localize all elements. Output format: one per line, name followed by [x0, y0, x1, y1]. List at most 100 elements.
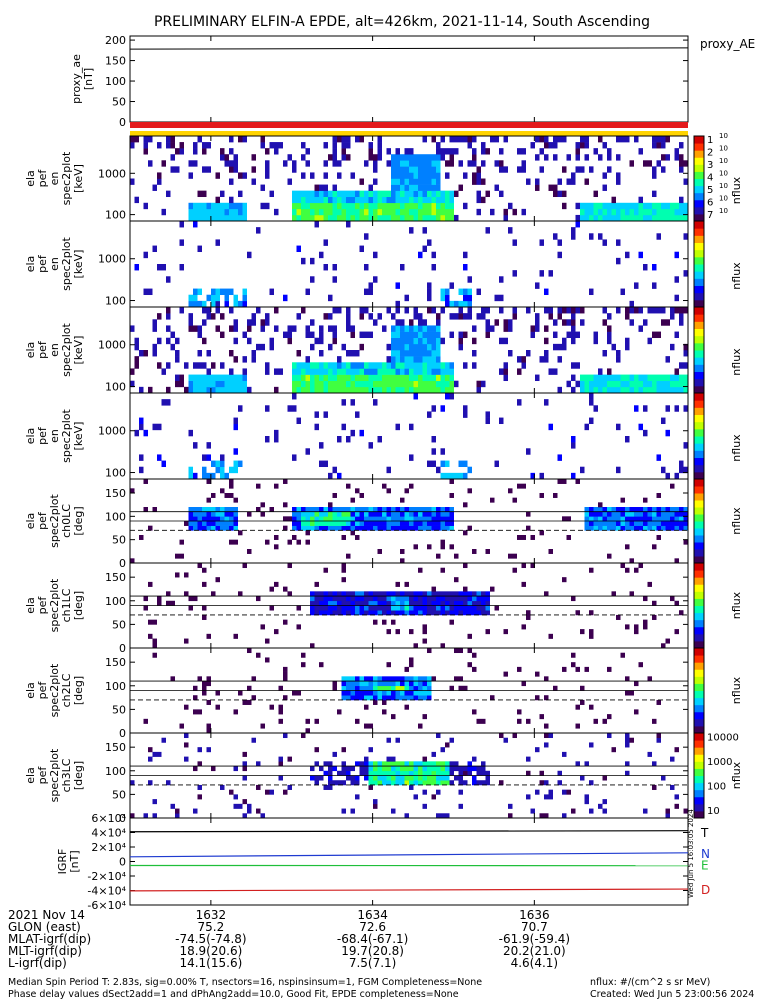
spectrogram-cell [391, 619, 396, 625]
spectrogram-cell [422, 610, 427, 616]
spectrogram-cell [445, 214, 450, 222]
spectrogram-cell [665, 813, 670, 819]
igrf-y-tick-label: -6×10⁴ [87, 899, 126, 912]
spectrogram-cell [368, 516, 373, 522]
spectrogram-cell [400, 386, 405, 394]
spectrogram-cell [449, 591, 454, 597]
spectrogram-cell [346, 362, 351, 369]
spectrogram-cell [431, 516, 436, 522]
spectrogram-cell [346, 596, 351, 602]
colorbar-cell [694, 633, 704, 642]
spectrogram-cell [607, 368, 612, 375]
spectrogram-cell [449, 393, 454, 400]
spectrogram-cell [652, 264, 657, 271]
spectrogram-cell [440, 460, 445, 468]
x-axis-row-value: 1634 [357, 908, 388, 922]
spectrogram-cell [679, 313, 684, 320]
spectrogram-cell [490, 695, 495, 701]
spectrogram-cell [566, 307, 571, 314]
spectrogram-cell [310, 386, 315, 394]
spectrogram-cell [485, 596, 490, 602]
spectrogram-cell [674, 154, 679, 161]
spectrogram-cell [436, 789, 441, 795]
colorbar-cell [694, 676, 704, 684]
spectrogram-cell [580, 202, 585, 210]
spectrogram-cell [670, 343, 675, 351]
colorbar-cell [694, 747, 704, 755]
pa-colorbar-2 [693, 647, 705, 734]
spectrogram-cell [368, 288, 373, 296]
spectrogram-cell [368, 775, 373, 781]
y-axis-label-line: ela [24, 767, 37, 784]
x-axis-row-label: L-igrf(dip) [8, 956, 67, 970]
spectrogram-cell [400, 605, 405, 611]
spectrogram-cell [314, 362, 319, 369]
spectrogram-cell [427, 411, 432, 418]
spectrogram-cell [440, 521, 445, 526]
spectrogram-cell [395, 521, 400, 526]
spectrogram-cell [683, 511, 688, 517]
spectrogram-cell [377, 685, 382, 691]
spectrogram-cell [233, 300, 238, 308]
spectrogram-cell [323, 591, 328, 597]
spectrogram-cell [499, 276, 504, 283]
spectrogram-cell [431, 460, 436, 468]
spectrogram-cell [404, 766, 409, 772]
spectrogram-cell [323, 160, 328, 167]
spectrogram-cell [386, 507, 391, 512]
spectrogram-cell [328, 208, 333, 216]
spectrogram-cell [449, 386, 454, 394]
spectrogram-cell [166, 190, 171, 198]
spectrogram-cell [364, 591, 369, 597]
spectrogram-cell [575, 610, 580, 616]
spectrogram-cell [242, 208, 247, 216]
spectrogram-cell [427, 386, 432, 394]
spectrogram-cell [544, 399, 549, 406]
spectrogram-cell [418, 591, 423, 597]
spectrogram-cell [220, 313, 225, 320]
spectrogram-cell [521, 362, 526, 369]
spectrogram-cell [634, 380, 639, 388]
spectrogram-cell [593, 718, 598, 724]
spectrogram-cell [328, 525, 333, 531]
spectrogram-cell [355, 350, 360, 357]
spectrogram-cell [526, 525, 531, 531]
spectrogram-cell [661, 511, 666, 517]
spectrogram-cell [418, 374, 423, 382]
spectrogram-cell [593, 507, 598, 512]
spectrogram-cell [602, 350, 607, 357]
spectrogram-cell [409, 178, 414, 185]
spectrogram-cell [607, 337, 612, 345]
spectrogram-cell [436, 610, 441, 616]
pitch-angle-panel-ylabel-1: ela pef spec2plot ch1LC [deg] [24, 578, 85, 632]
spectrogram-cell [314, 600, 319, 606]
spectrogram-cell [539, 239, 544, 246]
spectrogram-cell [656, 737, 661, 743]
spectrogram-cell [332, 605, 337, 611]
spectrogram-cell [476, 196, 481, 204]
spectrogram-cell [584, 154, 589, 161]
spectrogram-cell [463, 530, 468, 536]
spectrogram-cell [278, 761, 283, 767]
spectrogram-cell [499, 417, 504, 425]
ae-y-tick-label: 0 [119, 116, 126, 129]
y-axis-label-line: pef [36, 766, 49, 785]
spectrogram-cell [400, 325, 405, 332]
y-axis-label-line: pef [36, 340, 49, 359]
spectrogram-cell [188, 380, 193, 388]
spectrogram-cell [404, 676, 409, 682]
spectrogram-cell [202, 581, 207, 587]
spectrogram-cell [656, 331, 661, 339]
spectrogram-cell [571, 172, 576, 179]
spectrogram-cell [548, 307, 553, 314]
colorbar-cell [694, 371, 704, 380]
spectrogram-cell [404, 214, 409, 222]
spectrogram-cell [620, 202, 625, 210]
spectrogram-cell [341, 196, 346, 204]
ae-y-tick-label: 100 [105, 75, 126, 88]
spectrogram-cell [602, 184, 607, 191]
spectrogram-cell [422, 681, 427, 687]
energy-panel-ylabel-3: ela pef en spec2plot [keV] [24, 323, 85, 377]
spectrogram-cell [418, 178, 423, 185]
spectrogram-cell [143, 605, 148, 611]
